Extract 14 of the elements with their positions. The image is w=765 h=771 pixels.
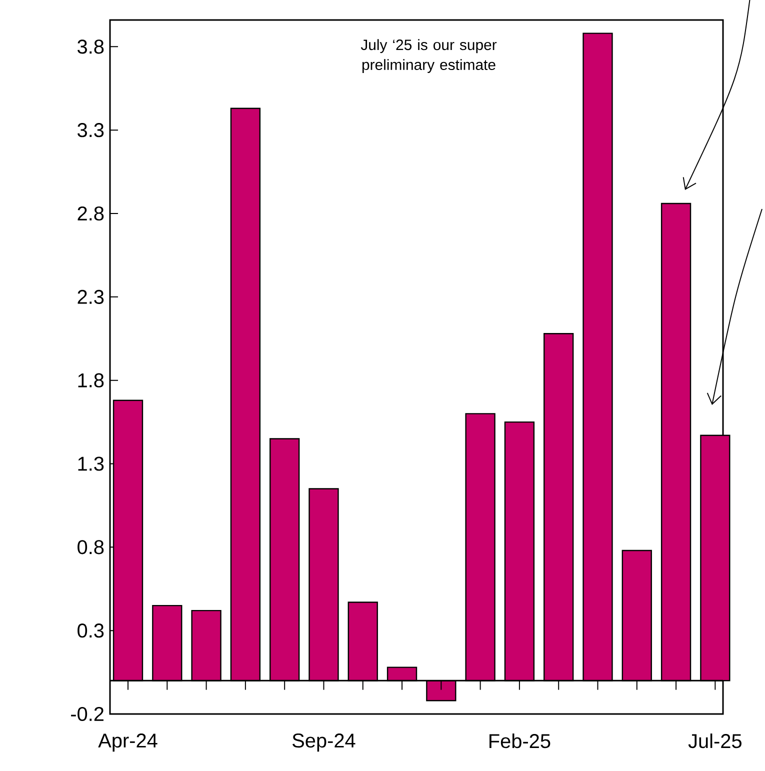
y-tick-label: 3.8 bbox=[78, 40, 104, 54]
y-tick-label: 1.8 bbox=[78, 373, 104, 388]
y-tick-label: 2.3 bbox=[78, 290, 104, 304]
x-tick-label: Sep-24 bbox=[292, 734, 356, 752]
y-tick-label: 2.8 bbox=[78, 206, 104, 221]
x-tick-label: Jul-25 bbox=[688, 734, 742, 748]
annotation: July ‘25 is our super preliminary estimate bbox=[360, 39, 497, 73]
x-tick-label: Feb-25 bbox=[490, 734, 550, 748]
y-tick-label: 1.3 bbox=[78, 456, 104, 471]
y-tick-label: 3.3 bbox=[78, 123, 104, 138]
y-tick-label: -0.2 bbox=[71, 706, 104, 722]
x-tick-label: Apr-24 bbox=[98, 734, 158, 752]
y-tick-label: 0.8 bbox=[78, 540, 104, 554]
y-tick-label: 0.3 bbox=[78, 624, 104, 638]
